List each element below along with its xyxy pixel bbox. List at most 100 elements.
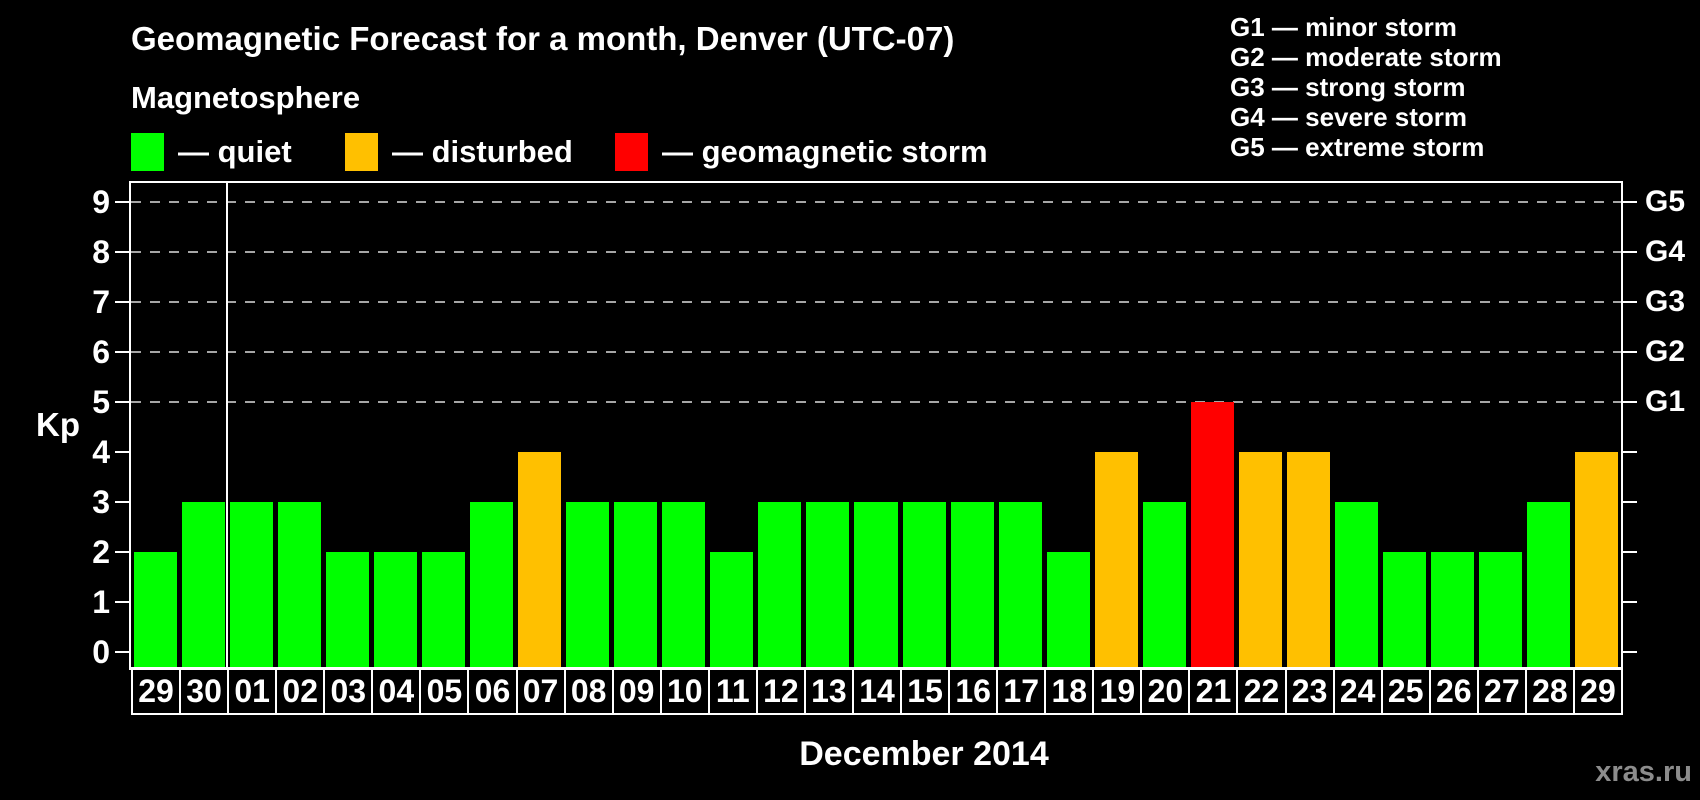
day-label-cell: 30 xyxy=(179,670,228,715)
kp-bar-day-07 xyxy=(518,452,562,667)
page-title: Geomagnetic Forecast for a month, Denver… xyxy=(131,20,955,57)
kp-bar-day-30 xyxy=(181,502,225,667)
x-axis-line xyxy=(129,667,1623,670)
kp-bar-day-12 xyxy=(758,502,802,667)
y-tick-0 xyxy=(115,651,129,653)
day-label-cell: 27 xyxy=(1476,670,1525,715)
watermark: xras.ru xyxy=(1595,756,1692,788)
legend-item-disturbed: — disturbed xyxy=(345,133,573,171)
right-tick-5 xyxy=(1623,401,1637,403)
y-tick-label-0: 0 xyxy=(92,634,110,670)
day-label-cell: 03 xyxy=(323,670,372,715)
day-label-cell: 15 xyxy=(900,670,949,715)
y-tick-2 xyxy=(115,551,129,553)
kp-bar-day-23 xyxy=(1287,452,1331,667)
y-tick-7 xyxy=(115,301,129,303)
kp-bar-day-03 xyxy=(325,552,369,667)
day-label-cell: 26 xyxy=(1428,670,1477,715)
day-label-cell: 18 xyxy=(1044,670,1093,715)
kp-bar-day-09 xyxy=(614,502,658,667)
plot-border-left xyxy=(129,183,131,667)
right-tick-1 xyxy=(1623,601,1637,603)
kp-bar-day-08 xyxy=(566,502,610,667)
day-label-cell: 08 xyxy=(563,670,612,715)
day-label-cell: 12 xyxy=(755,670,804,715)
grid-line-kp8 xyxy=(131,251,1621,253)
y-tick-3 xyxy=(115,501,129,503)
day-label-cell: 07 xyxy=(515,670,564,715)
storm-scale-line-g3: G3 — strong storm xyxy=(1230,72,1466,102)
y-tick-label-7: 7 xyxy=(92,284,110,320)
kp-bar-day-20 xyxy=(1142,502,1186,667)
right-tick-7 xyxy=(1623,301,1637,303)
right-tick-2 xyxy=(1623,551,1637,553)
kp-bar-day-25 xyxy=(1383,552,1427,667)
grid-line-kp9 xyxy=(131,201,1621,203)
storm-scale-line-g1: G1 — minor storm xyxy=(1230,12,1457,42)
quiet-color-swatch xyxy=(131,133,164,171)
day-label-cell: 29 xyxy=(131,670,180,715)
y-tick-1 xyxy=(115,601,129,603)
y-tick-label-9: 9 xyxy=(92,184,110,220)
day-label-cell: 16 xyxy=(948,670,997,715)
legend-label-quiet: — quiet xyxy=(178,134,292,169)
day-label-cell: 25 xyxy=(1380,670,1429,715)
grid-line-kp6 xyxy=(131,351,1621,353)
storm-color-swatch xyxy=(615,133,648,171)
kp-bar-day-27 xyxy=(1479,552,1523,667)
kp-bar-day-14 xyxy=(854,502,898,667)
kp-bar-day-26 xyxy=(1431,552,1475,667)
legend-label-disturbed: — disturbed xyxy=(392,134,573,169)
disturbed-color-swatch xyxy=(345,133,378,171)
kp-bar-day-04 xyxy=(373,552,417,667)
y-tick-label-2: 2 xyxy=(92,534,110,570)
g-scale-label-g2: G2 xyxy=(1645,335,1686,368)
g-scale-label-g3: G3 xyxy=(1645,285,1686,318)
x-axis-title: December 2014 xyxy=(799,735,1049,773)
kp-bar-day-16 xyxy=(950,502,994,667)
storm-scale-line-g2: G2 — moderate storm xyxy=(1230,42,1502,72)
day-label-cell: 05 xyxy=(419,670,468,715)
right-tick-0 xyxy=(1623,651,1637,653)
day-label-cell: 20 xyxy=(1140,670,1189,715)
y-tick-9 xyxy=(115,201,129,203)
y-tick-4 xyxy=(115,451,129,453)
y-axis-label: Kp xyxy=(36,406,80,443)
legend-label-storm: — geomagnetic storm xyxy=(662,134,988,169)
kp-bar-day-17 xyxy=(998,502,1042,667)
grid-line-kp7 xyxy=(131,301,1621,303)
kp-bar-day-02 xyxy=(277,502,321,667)
day-label-cell: 22 xyxy=(1236,670,1285,715)
kp-bar-day-15 xyxy=(902,502,946,667)
day-label-cell: 09 xyxy=(611,670,660,715)
kp-bar-day-24 xyxy=(1335,502,1379,667)
legend-item-quiet: — quiet xyxy=(131,133,292,171)
kp-bar-day-28 xyxy=(1527,502,1571,667)
day-label-cell: 02 xyxy=(275,670,324,715)
y-tick-label-8: 8 xyxy=(92,234,110,270)
day-label-cell: 17 xyxy=(996,670,1045,715)
storm-scale-legend: G1 — minor storm G2 — moderate storm G3 … xyxy=(1230,12,1502,162)
day-label-cell: 23 xyxy=(1284,670,1333,715)
kp-bar-day-11 xyxy=(710,552,754,667)
right-tick-6 xyxy=(1623,351,1637,353)
day-label-cell: 19 xyxy=(1092,670,1141,715)
kp-bar-day-29 xyxy=(1575,452,1619,667)
y-tick-label-1: 1 xyxy=(92,584,110,620)
kp-bar-day-21 xyxy=(1190,402,1234,667)
kp-bar-day-10 xyxy=(662,502,706,667)
g-scale-label-g4: G4 xyxy=(1645,235,1686,268)
right-tick-9 xyxy=(1623,201,1637,203)
legend-item-storm: — geomagnetic storm xyxy=(615,133,988,171)
day-label-cell: 28 xyxy=(1524,670,1573,715)
day-label-cell: 13 xyxy=(803,670,852,715)
kp-bar-day-22 xyxy=(1238,452,1283,667)
kp-bar-day-01 xyxy=(229,502,273,667)
g-scale-label-g1: G1 xyxy=(1645,385,1686,418)
right-tick-4 xyxy=(1623,451,1637,453)
plot-border-top xyxy=(129,181,1623,183)
day-label-cell: 11 xyxy=(707,670,756,715)
day-label-cell: 01 xyxy=(227,670,276,715)
g-scale-label-g5: G5 xyxy=(1645,185,1686,218)
